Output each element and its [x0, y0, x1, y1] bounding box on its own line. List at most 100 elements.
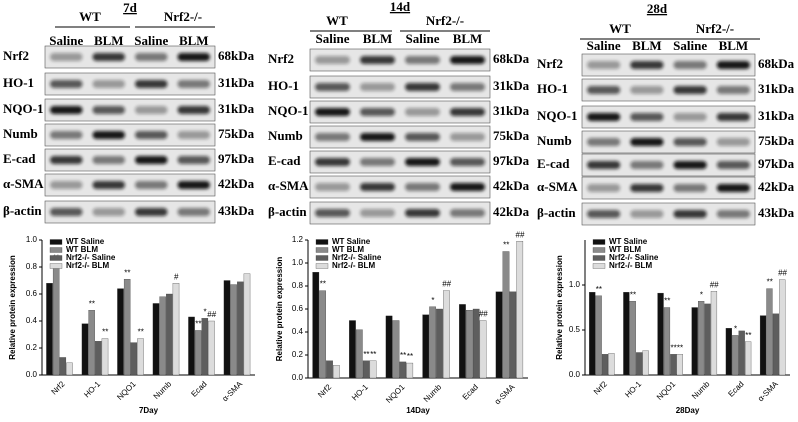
band	[630, 86, 664, 94]
lane-label: Saline	[49, 33, 83, 48]
lane-label: BLM	[179, 33, 209, 48]
bar	[399, 361, 407, 379]
significance: **	[102, 328, 108, 337]
bar	[312, 272, 320, 379]
band	[673, 161, 707, 169]
bar	[406, 362, 414, 379]
protein-label: Nrf2	[3, 48, 29, 63]
band	[92, 208, 125, 216]
protein-label: HO-1	[537, 81, 568, 96]
bar	[436, 308, 443, 379]
band	[405, 83, 440, 91]
bar	[152, 303, 160, 376]
y-tick-label: 0.0	[569, 370, 581, 379]
significance: ##	[442, 280, 451, 289]
bar	[663, 307, 671, 376]
y-tick-label: 0.4	[292, 327, 304, 336]
protein-label: Nrf2	[537, 56, 563, 71]
protein-label: α-SMA	[268, 178, 309, 193]
bar	[601, 354, 609, 376]
legend-swatch	[592, 255, 606, 261]
y-tick-label: 0.5	[569, 325, 581, 334]
y-axis-label: Relative protein expression	[8, 255, 17, 360]
band	[716, 184, 750, 192]
lane-label: BLM	[632, 38, 662, 53]
bar	[710, 291, 718, 376]
band	[177, 106, 210, 114]
band	[135, 80, 168, 88]
band	[135, 53, 168, 61]
bar	[429, 306, 436, 379]
band	[360, 133, 395, 141]
legend-label: Nrf2-/- Saline	[609, 253, 659, 262]
band	[360, 83, 395, 91]
group-label: WT	[326, 13, 348, 28]
x-tick-label: HO-1	[350, 382, 370, 402]
legend-label: Nrf2-/- BLM	[66, 261, 109, 270]
band	[450, 209, 485, 217]
bar	[623, 292, 630, 376]
bar	[392, 320, 400, 379]
bar	[137, 338, 144, 376]
bar	[691, 307, 698, 376]
legend-label: WT BLM	[66, 245, 98, 254]
y-tick-label: 0.2	[292, 350, 304, 359]
significance: **	[363, 350, 369, 359]
band	[315, 183, 350, 191]
kda-label: 42kDa	[493, 178, 530, 193]
kda-label: 75kDa	[218, 126, 255, 141]
group-label: WT	[79, 9, 101, 24]
band	[405, 209, 440, 217]
bar	[46, 283, 53, 376]
group-label: Nrf2-/-	[426, 13, 464, 28]
bar	[52, 264, 60, 376]
kda-label: 42kDa	[218, 176, 255, 191]
y-tick-label: 0.4	[26, 316, 38, 325]
band	[587, 113, 621, 121]
band	[360, 209, 395, 217]
x-tick-label: Numb	[152, 379, 174, 401]
bar	[629, 301, 636, 376]
y-tick-label: 0.8	[292, 281, 304, 290]
band	[405, 133, 440, 141]
legend-label: Nrf2-/- Saline	[66, 253, 116, 262]
group-label: WT	[609, 21, 631, 36]
kda-label: 97kDa	[218, 151, 255, 166]
protein-label: E-cad	[268, 153, 301, 168]
significance: **	[745, 331, 751, 340]
legend-label: WT Saline	[332, 237, 371, 246]
y-tick-label: 0.0	[26, 370, 38, 379]
x-tick-label: NQO1	[655, 379, 678, 402]
x-tick-label: α-SMA	[220, 379, 244, 403]
legend-swatch	[49, 239, 63, 245]
bar	[698, 301, 705, 376]
bar	[608, 353, 615, 376]
bar	[355, 329, 363, 379]
legend-swatch	[49, 255, 63, 261]
legend-swatch	[315, 255, 329, 261]
band	[50, 53, 83, 61]
band	[630, 138, 664, 146]
protein-label: α-SMA	[3, 176, 44, 191]
blot-title: 7d	[123, 0, 138, 15]
band	[405, 183, 440, 191]
legend-label: WT BLM	[609, 245, 641, 254]
blot-strip	[309, 100, 491, 124]
bar	[319, 290, 326, 379]
legend-swatch	[592, 247, 606, 253]
legend-label: WT Saline	[66, 237, 105, 246]
band	[450, 158, 485, 166]
band	[716, 61, 750, 69]
blot-title: 28d	[647, 1, 668, 16]
bar	[759, 315, 767, 376]
band	[315, 56, 350, 64]
bar	[738, 330, 745, 376]
band	[177, 156, 210, 164]
band	[315, 209, 350, 217]
x-tick-label: NQO1	[384, 382, 407, 405]
band	[92, 80, 125, 88]
kda-label: 68kDa	[218, 48, 255, 63]
band	[587, 161, 621, 169]
x-axis-label: 28Day	[676, 406, 700, 415]
bar	[349, 320, 356, 379]
